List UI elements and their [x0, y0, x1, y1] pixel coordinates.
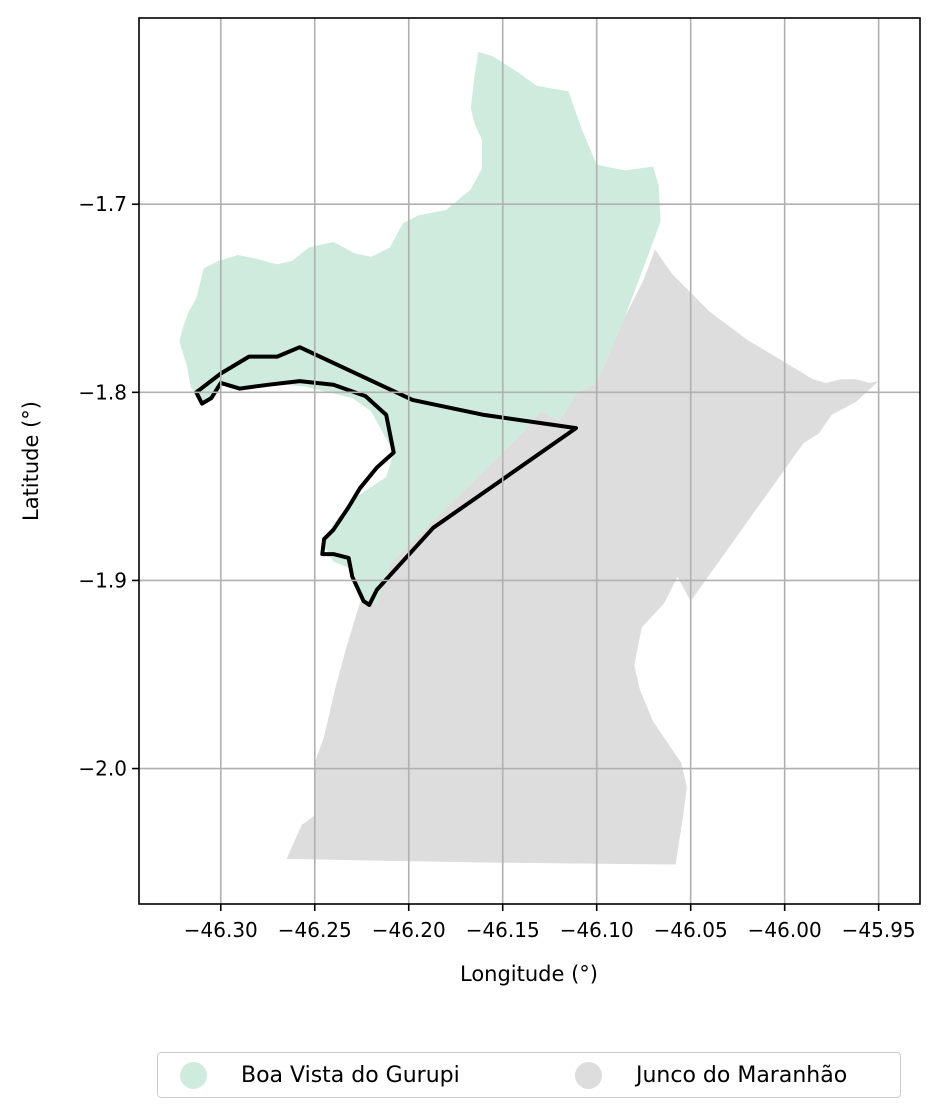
y-tick-label: −1.8	[78, 380, 127, 404]
region-junco-do-maranh-o	[286, 249, 879, 865]
map-regions	[179, 51, 879, 865]
x-tick-label: −46.30	[184, 918, 258, 942]
y-tick-label: −1.7	[78, 192, 127, 216]
x-tick-label: −46.25	[278, 918, 352, 942]
x-tick-label: −46.20	[372, 918, 446, 942]
y-tick-label: −1.9	[78, 568, 127, 592]
legend-marker-junco	[575, 1061, 602, 1089]
legend: Boa Vista do Gurupi Junco do Maranhão	[157, 1052, 901, 1098]
legend-item-junco: Junco do Maranhão	[575, 1053, 847, 1097]
district-outline	[194, 345, 578, 607]
axes-frame	[138, 17, 921, 905]
legend-label-boa-vista: Boa Vista do Gurupi	[241, 1062, 460, 1088]
map-plot: −46.30 −46.25 −46.20 −46.15 −46.10 −46.05 −46.…	[19, 17, 921, 986]
region-boa-vista-do-gurupi	[179, 51, 661, 603]
axis-ticks: −46.30 −46.25 −46.20 −46.15 −46.10 −46.05 −46.…	[78, 192, 915, 942]
grid-lines	[139, 18, 920, 904]
x-tick-label: −45.95	[842, 918, 916, 942]
y-tick-label: −2.0	[78, 757, 127, 781]
x-axis-label: Longitude (°)	[460, 962, 598, 986]
x-tick-label: −46.00	[748, 918, 822, 942]
legend-marker-boa-vista	[180, 1061, 207, 1089]
x-tick-label: −46.10	[560, 918, 634, 942]
legend-item-boa-vista: Boa Vista do Gurupi	[180, 1053, 460, 1097]
y-axis-label: Latitude (°)	[19, 401, 43, 521]
legend-label-junco: Junco do Maranhão	[636, 1062, 848, 1088]
x-tick-label: −46.15	[466, 918, 540, 942]
x-tick-label: −46.05	[654, 918, 728, 942]
